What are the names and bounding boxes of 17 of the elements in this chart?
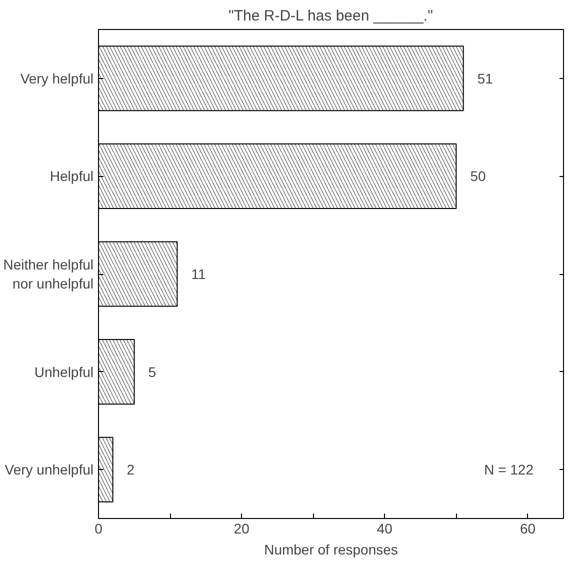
chart-title: "The R-D-L has been ______." (228, 8, 433, 24)
data-label: 2 (126, 462, 135, 478)
data-label: 11 (191, 266, 206, 282)
data-label: 51 (477, 70, 494, 86)
x-axis-title: Number of responses (264, 542, 398, 558)
x-tick-label: 60 (520, 520, 536, 536)
data-label: 50 (470, 168, 486, 184)
annotation: N = 122 (484, 462, 534, 478)
x-tick-label: 20 (234, 520, 250, 536)
y-tick-label: Unhelpful (34, 364, 94, 380)
y-tick-label: Very helpful (20, 70, 94, 86)
x-tick-label: 40 (376, 520, 393, 536)
y-tick-label: Helpful (50, 168, 94, 184)
x-tick-label: 0 (94, 520, 103, 536)
y-tick-label: Very unhelpful (4, 462, 94, 478)
y-tick-label: Neither helpful nor unhelpful (3, 256, 94, 292)
data-label: 5 (148, 364, 156, 380)
